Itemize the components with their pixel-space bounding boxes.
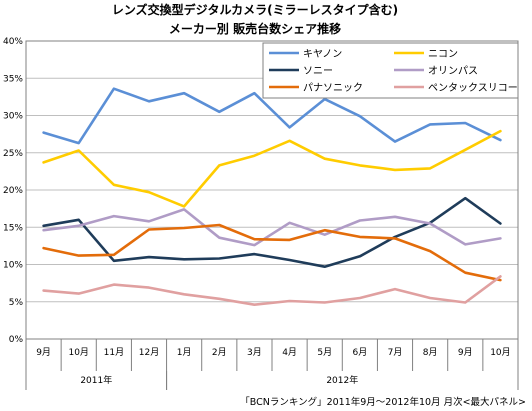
y-tick-label: 40% (3, 37, 23, 47)
legend-label: キヤノン (303, 49, 342, 60)
x-tick-label: 4月 (282, 347, 297, 358)
x-tick-label: 6月 (352, 347, 367, 358)
series-lines (42, 87, 502, 307)
series-line-0 (42, 87, 502, 145)
chart-subtitle: メーカー別 販売台数シェア推移 (169, 21, 341, 36)
x-tick-label: 12月 (139, 347, 159, 358)
x-axis: 9月 10月 11月 12月 1月 2月 3月 4月 5月 6月 7月 8月 9月 10月 2011年 201… (25, 339, 519, 390)
series-line-3 (42, 208, 502, 247)
y-tick-label: 5% (9, 298, 24, 308)
legend-label: ニコン (428, 49, 458, 60)
x-tick-label: 7月 (388, 347, 403, 358)
x-tick-label: 11月 (104, 347, 124, 358)
legend-label: オリンパス (428, 65, 478, 77)
legend-box (262, 42, 519, 99)
legend-label: ペンタックスリコー (428, 82, 518, 94)
x-tick-label: 9月 (36, 347, 51, 358)
y-tick-label: 10% (3, 261, 23, 271)
y-tick-label: 15% (3, 223, 23, 233)
y-tick-label: 30% (3, 112, 23, 122)
series-line-2 (42, 196, 502, 269)
y-axis-tick-labels: 0% 5% 10% 15% 20% 25% 30% 35% 40% (3, 37, 23, 345)
x-tick-label: 8月 (423, 347, 438, 358)
legend-label: ソニー (303, 66, 333, 77)
x-tick-label: 1月 (177, 347, 192, 358)
series-line-5 (42, 275, 502, 307)
x-tick-label: 3月 (247, 347, 262, 358)
x-tick-label: 10月 (68, 347, 88, 358)
source-note: 「BCNランキング」2011年9月～2012年10月 月次<最大パネル> (240, 396, 526, 408)
y-tick-label: 25% (3, 149, 23, 159)
x-tick-label: 10月 (490, 347, 510, 358)
y-tick-label: 0% (9, 335, 24, 345)
chart-title: レンズ交換型デジタルカメラ(ミラーレスタイプ含む) (112, 2, 398, 17)
x-tick-label: 2月 (212, 347, 227, 358)
y-tick-label: 35% (3, 74, 23, 84)
series-line-4 (42, 223, 502, 282)
x-tick-label: 5月 (317, 347, 332, 358)
legend-label: パナソニック (303, 82, 363, 94)
x-tick-label: 9月 (458, 347, 473, 358)
year-label: 2011年 (80, 374, 112, 386)
series-line-1 (42, 129, 502, 208)
year-label: 2012年 (326, 374, 358, 386)
y-tick-label: 20% (3, 186, 23, 196)
